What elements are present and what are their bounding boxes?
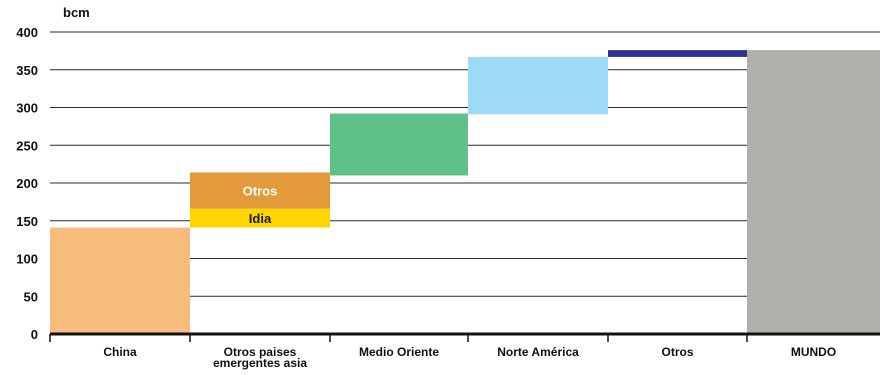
x-category-label: China: [103, 345, 137, 359]
y-tick-label: 200: [16, 176, 38, 191]
y-tick-label: 300: [16, 101, 38, 116]
y-tick-label: 100: [16, 252, 38, 267]
y-axis-unit-label: bcm: [63, 5, 90, 20]
y-tick-label: 150: [16, 214, 38, 229]
bar-segment: [747, 50, 880, 335]
x-category-label: Medio Oriente: [359, 345, 439, 359]
segment-label: Otros: [243, 184, 278, 199]
x-category-label: MUNDO: [791, 345, 836, 359]
bar-segment: [468, 56, 608, 115]
bar-segment: [190, 172, 330, 209]
x-category-label: Norte América: [497, 345, 579, 359]
x-category-label: Otros: [661, 345, 693, 359]
y-tick-label: 0: [31, 327, 38, 342]
bar-segment: [608, 50, 747, 57]
y-tick-label: 350: [16, 63, 38, 78]
axes: 0 50 100 150 200 250 300 350 400 China Otros paise…: [16, 25, 880, 370]
bar-segments: Idia Otros: [50, 50, 880, 335]
bar-segment: [190, 208, 330, 228]
y-tick-label: 50: [24, 289, 38, 304]
bar-segment: [330, 113, 468, 176]
y-tick-label: 400: [16, 25, 38, 40]
x-category-label: Otros paises: [224, 345, 297, 359]
segment-label: Idia: [249, 211, 272, 226]
y-tick-label: 250: [16, 138, 38, 153]
x-category-label: emergentes asia: [213, 356, 307, 370]
bar-segment: [50, 227, 190, 334]
